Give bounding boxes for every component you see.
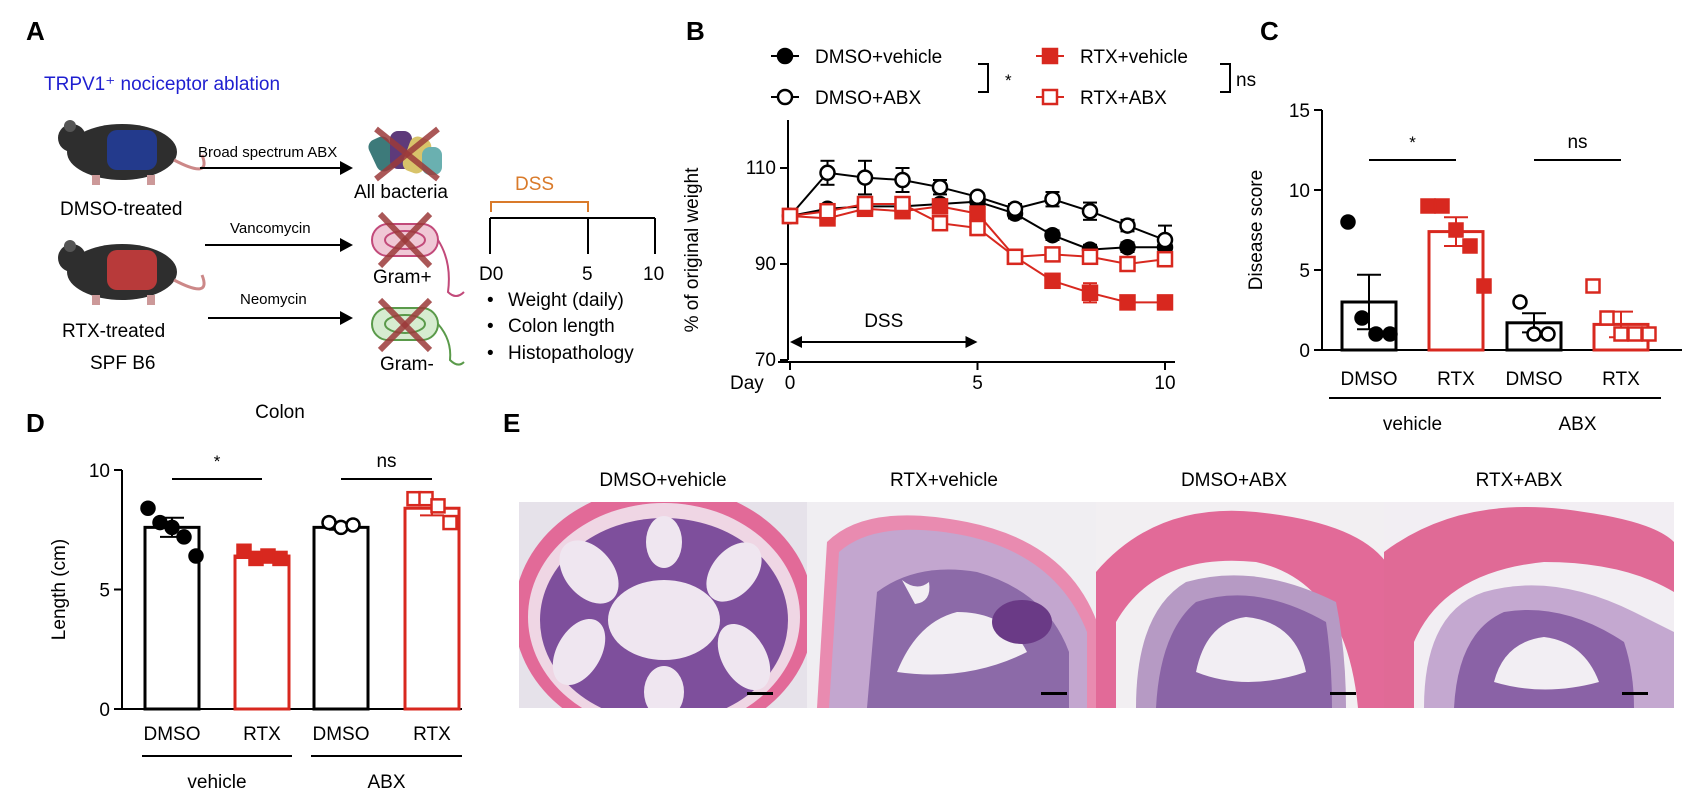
data-point	[969, 219, 986, 237]
gram-positive-bacterium-icon	[371, 211, 465, 297]
arrow-label: Vancomycin	[230, 220, 311, 237]
data-point	[894, 171, 911, 189]
data-point	[1006, 248, 1024, 266]
arrow-label: Broad spectrum ABX	[198, 144, 337, 161]
timeline-tick-d0: D0	[479, 264, 503, 285]
data-point	[931, 178, 949, 196]
target-gram-negative: Gram-	[380, 354, 434, 375]
legend-marker	[776, 88, 794, 106]
dss-annotation: DSS	[864, 311, 903, 332]
data-point	[931, 214, 949, 232]
data-point	[894, 195, 911, 213]
histology-image-dmso-abx	[1096, 502, 1386, 708]
legend-label: DMSO+ABX	[815, 88, 921, 109]
mouse-bottom-label-1: RTX-treated	[62, 321, 165, 342]
legend-marker	[1041, 47, 1059, 65]
dss-arrow-head-right	[965, 336, 978, 348]
significance-bracket	[978, 63, 989, 93]
data-point	[819, 202, 836, 220]
timeline-axis	[489, 217, 656, 254]
data-point	[856, 195, 874, 213]
data-point	[1119, 255, 1136, 273]
data-point	[931, 198, 949, 215]
mouse-bottom-label-2: SPF B6	[90, 353, 155, 374]
significance-bracket	[1220, 63, 1231, 93]
legend-marker	[1041, 88, 1059, 106]
x-axis-label: Day	[730, 373, 764, 394]
data-point	[819, 164, 836, 182]
panel-a-title: TRPV1⁺ nociceptor ablation	[44, 74, 280, 95]
y-axis-label: % of original weight	[682, 167, 703, 332]
arrow-vancomycin: Vancomycin	[205, 220, 353, 252]
timeline-bullets: • Weight (daily) • Colon length • Histop…	[487, 290, 634, 364]
svg-text:•: •	[487, 290, 494, 311]
target-all-bacteria: All bacteria	[354, 182, 448, 203]
histology-image-rtx-abx	[1384, 502, 1674, 708]
data-point	[1156, 231, 1174, 249]
panel-b-plot: 70 90 110 0 5 10 Day % of original weight DSS	[682, 120, 1176, 394]
data-point	[1156, 294, 1174, 311]
data-point	[1044, 246, 1061, 263]
svg-text:•: •	[487, 316, 494, 337]
significance-label: ns	[1236, 70, 1256, 91]
x-tick-label: 0	[785, 373, 796, 394]
data-point	[1081, 202, 1099, 220]
x-tick-label: 5	[972, 373, 983, 394]
data-point	[1156, 250, 1174, 268]
panel-a-letter: A	[26, 16, 45, 46]
legend-label: RTX+ABX	[1080, 88, 1167, 109]
series-RTX+ABX	[781, 195, 1174, 273]
timeline-dss-bracket	[490, 201, 589, 212]
legend-marker	[776, 47, 794, 65]
panel-b-legend: DMSO+vehicle DMSO+ABX RTX+vehicle RTX+ABX * n…	[771, 47, 1256, 109]
y-tick-label: 70	[755, 350, 776, 371]
bullet-weight: Weight (daily)	[508, 290, 624, 311]
data-point	[1081, 248, 1099, 266]
mouse-icon	[58, 120, 206, 185]
histology-image-rtx-vehicle	[807, 502, 1097, 708]
arrow-label: Neomycin	[240, 291, 307, 308]
panel-a-schematic: A TRPV1⁺ nociceptor ablation DMSO-treate…	[26, 16, 664, 375]
data-point	[1081, 284, 1099, 302]
data-point	[969, 188, 986, 206]
timeline-tick-5: 5	[582, 264, 593, 285]
series-DMSO+ABX	[781, 159, 1174, 256]
legend-label: RTX+vehicle	[1080, 47, 1188, 68]
y-tick-label: 90	[755, 254, 776, 275]
data-point	[1119, 238, 1136, 256]
x-tick-label: 10	[1154, 373, 1175, 394]
data-point	[969, 205, 986, 222]
panel-b-letter: B	[686, 16, 705, 46]
data-point	[1044, 190, 1061, 208]
arrow-broad-abx: Broad spectrum ABX	[198, 144, 353, 175]
target-gram-positive: Gram+	[373, 267, 432, 288]
histology-image-dmso-vehicle	[519, 502, 809, 708]
significance-label: *	[1005, 71, 1012, 90]
data-point	[1044, 226, 1061, 244]
data-point	[1044, 272, 1061, 290]
timeline-dss-label: DSS	[515, 174, 554, 195]
y-tick-label: 110	[746, 158, 776, 179]
timeline-tick-10: 10	[643, 264, 664, 285]
mouse-icon	[58, 240, 206, 305]
data-point	[1119, 294, 1136, 311]
dss-arrow-head-left	[790, 336, 802, 348]
bullet-histopathology: Histopathology	[508, 343, 634, 364]
bullet-colon-length: Colon length	[508, 316, 615, 337]
arrow-neomycin: Neomycin	[208, 291, 353, 325]
data-point	[1119, 217, 1136, 234]
mouse-top-label: DMSO-treated	[60, 199, 182, 220]
svg-text:•: •	[487, 343, 494, 364]
data-point	[781, 207, 799, 225]
gram-negative-bacterium-icon	[371, 297, 465, 366]
legend-label: DMSO+vehicle	[815, 47, 942, 68]
data-point	[856, 169, 874, 186]
series-RTX+vehicle	[781, 198, 1174, 311]
bacteria-cluster-icon	[368, 126, 442, 182]
data-point	[1006, 200, 1024, 218]
